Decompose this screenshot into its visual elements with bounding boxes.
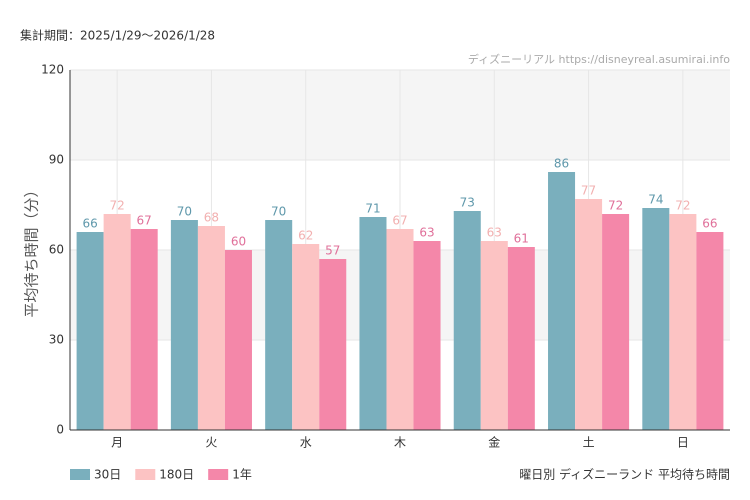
value-label: 70 — [177, 205, 192, 219]
value-label: 62 — [298, 229, 313, 243]
value-label: 67 — [137, 214, 152, 228]
bar — [224, 250, 252, 430]
value-label: 74 — [648, 193, 663, 207]
bar — [696, 232, 724, 430]
x-tick-label: 木 — [394, 436, 406, 450]
y-tick-label: 60 — [49, 243, 64, 257]
bar — [413, 241, 441, 430]
value-label: 73 — [460, 196, 475, 210]
value-label: 72 — [608, 199, 623, 213]
legend-label: 180日 — [159, 468, 194, 482]
x-tick-label: 金 — [488, 435, 500, 450]
chart-title: 曜日別 ディズニーランド 平均待ち時間 — [519, 467, 730, 482]
bar — [548, 172, 576, 430]
legend-label: 1年 — [232, 468, 252, 482]
source: ディズニーリアル https://disneyreal.asumirai.inf… — [468, 52, 730, 66]
value-label: 77 — [581, 184, 596, 198]
bar — [642, 208, 670, 430]
x-tick-label: 土 — [583, 436, 595, 450]
legend-swatch — [208, 469, 229, 480]
value-label: 66 — [82, 217, 97, 231]
bar — [575, 199, 603, 430]
value-label: 57 — [325, 244, 340, 258]
y-tick-label: 30 — [49, 333, 64, 347]
legend-swatch — [70, 469, 90, 480]
value-label: 61 — [514, 232, 529, 246]
y-tick-label: 120 — [41, 63, 64, 77]
y-tick-label: 0 — [56, 423, 64, 437]
x-tick-label: 水 — [300, 436, 312, 450]
bar — [480, 241, 508, 430]
value-label: 68 — [204, 211, 219, 225]
value-label: 63 — [419, 226, 434, 240]
y-tick-label: 90 — [49, 153, 64, 167]
bar — [507, 247, 535, 430]
value-label: 72 — [675, 199, 690, 213]
bar — [602, 214, 630, 430]
x-tick-label: 火 — [205, 436, 217, 450]
bar — [265, 220, 293, 430]
bar — [669, 214, 697, 430]
bar — [359, 217, 387, 430]
value-label: 66 — [702, 217, 717, 231]
value-label: 60 — [231, 235, 246, 249]
y-axis-label: 平均待ち時間（分） — [23, 182, 41, 317]
bar — [453, 211, 481, 430]
x-tick-label: 月 — [111, 436, 123, 450]
legend-label: 30日 — [94, 468, 121, 482]
value-label: 63 — [487, 226, 502, 240]
period: 集計期間：2025/1/29～2026/1/28 — [20, 28, 215, 43]
value-label: 72 — [110, 199, 125, 213]
bar — [130, 229, 158, 430]
value-label: 67 — [392, 214, 407, 228]
x-tick-label: 日 — [677, 436, 689, 450]
value-label: 70 — [271, 205, 286, 219]
bar — [197, 226, 225, 430]
value-label: 86 — [554, 157, 569, 171]
bar — [386, 229, 414, 430]
bar — [319, 259, 347, 430]
bar — [76, 232, 104, 430]
value-label: 71 — [365, 202, 380, 216]
bar — [292, 244, 320, 430]
bar — [170, 220, 198, 430]
bar — [103, 214, 131, 430]
legend-swatch — [135, 469, 156, 480]
